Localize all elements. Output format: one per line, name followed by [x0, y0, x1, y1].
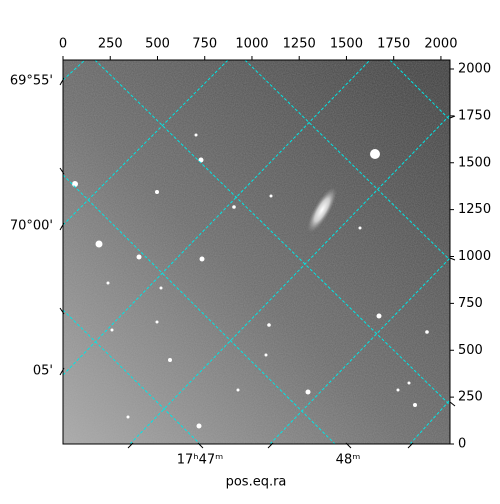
sky-image — [63, 60, 450, 444]
x-tick-label: 250 — [98, 37, 123, 52]
x-tick-label: 1250 — [283, 37, 316, 52]
y-tick-label: 0 — [458, 437, 466, 452]
world-x-label: 17ʰ47ᵐ — [177, 453, 223, 468]
x-tick-label: 1000 — [235, 37, 268, 52]
y-tick-label: 1250 — [458, 202, 491, 217]
world-y-label: 05' — [33, 364, 53, 379]
axes-frame — [62, 59, 451, 445]
x-tick-label: 0 — [59, 37, 67, 52]
x-tick-label: 1500 — [330, 37, 363, 52]
y-tick-label: 1000 — [458, 249, 491, 264]
world-y-label: 70°00' — [10, 219, 53, 234]
world-x-label: 48ᵐ — [336, 453, 361, 468]
y-tick-label: 1750 — [458, 108, 491, 123]
y-tick-label: 750 — [458, 296, 483, 311]
y-tick-label: 500 — [458, 343, 483, 358]
x-tick-label: 500 — [145, 37, 170, 52]
y-tick-label: 2000 — [458, 62, 491, 77]
coordinate-grid — [63, 60, 450, 444]
y-tick-label: 250 — [458, 390, 483, 405]
x-tick-label: 2000 — [424, 37, 457, 52]
x-tick-label: 750 — [192, 37, 217, 52]
world-ticks — [59, 77, 456, 449]
x-tick-label: 1750 — [377, 37, 410, 52]
y-tick-label: 1500 — [458, 155, 491, 170]
world-y-label: 69°55' — [10, 74, 53, 89]
x-axis-label: pos.eq.ra — [226, 475, 287, 490]
